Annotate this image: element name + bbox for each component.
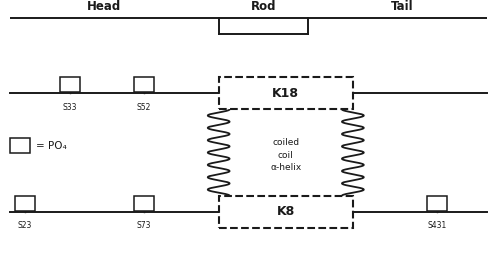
Bar [60,77,80,92]
Text: K18: K18 [272,87,299,100]
Bar [427,196,447,211]
Bar [134,77,154,92]
Text: Rod: Rod [250,0,276,13]
Text: S73: S73 [137,221,152,230]
Text: S33: S33 [62,103,77,112]
Text: K8: K8 [277,205,295,218]
Text: S23: S23 [18,221,32,230]
Bar [219,196,353,228]
Text: S431: S431 [428,221,447,230]
Bar [219,77,353,109]
Text: Head: Head [87,0,121,13]
Bar [10,138,30,153]
Text: = PO₄: = PO₄ [36,141,67,151]
Text: coiled
coil
α-helix: coiled coil α-helix [270,138,301,172]
Text: S52: S52 [137,103,151,112]
Bar [134,196,154,211]
Text: Tail: Tail [391,0,414,13]
Bar [15,196,35,211]
